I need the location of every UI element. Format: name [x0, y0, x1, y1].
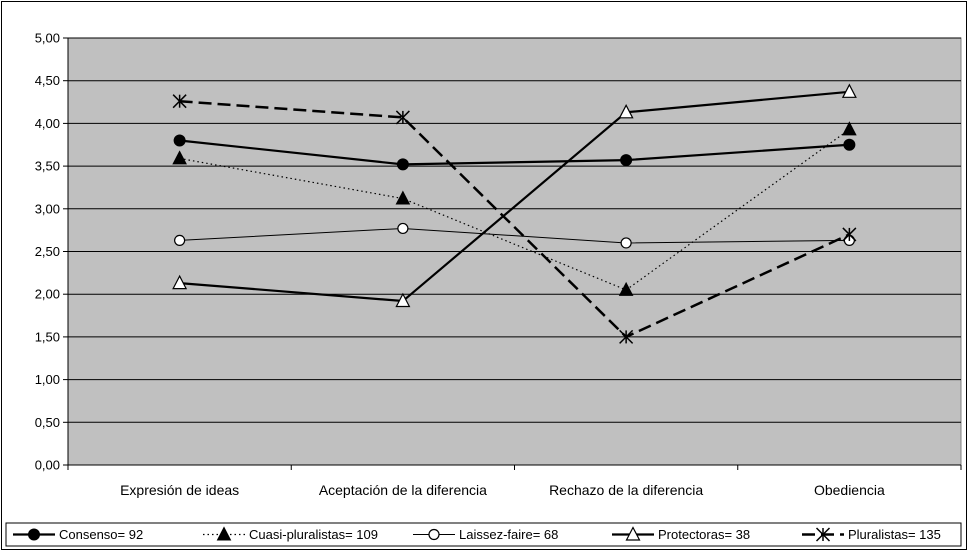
series-protectoras-38 [172, 83, 857, 308]
legend-label: Cuasi-pluralistas= 109 [249, 527, 378, 542]
data-point-cuasi-pluralistas-109 [842, 121, 857, 136]
x-axis: Expresión de ideas Aceptación de la difer… [67, 464, 962, 498]
y-tick-label: 5,00 [35, 31, 60, 46]
x-category-label: Aceptación de la diferencia [319, 482, 487, 498]
data-point-laissez-faire-68 [620, 237, 632, 249]
data-point-consenso-92 [396, 158, 409, 171]
legend-item-laissez-faire-68: Laissez-faire= 68 [413, 527, 558, 542]
legend-label: Protectoras= 38 [658, 527, 750, 542]
legend-box [5, 522, 962, 547]
legend-marker [28, 528, 40, 541]
series-line-protectoras-38 [179, 90, 850, 303]
legend-label: Consenso= 92 [59, 527, 143, 542]
data-point-cuasi-pluralistas-109 [395, 190, 411, 205]
y-tick-label: 2,50 [35, 244, 60, 259]
y-tick-label: 3,00 [35, 201, 60, 216]
legend-item-cuasi-pluralistas-109: Cuasi-pluralistas= 109 [203, 526, 378, 542]
series-line-consenso-92 [179, 139, 850, 166]
series-cuasi-pluralistas-109 [172, 121, 857, 296]
series-pluralistas-135 [172, 94, 857, 344]
series-line-laissez-faire-68 [179, 227, 850, 244]
y-tick-label: 2,00 [35, 287, 60, 302]
data-point-protectoras-38 [618, 103, 634, 119]
data-point-laissez-faire-68 [174, 234, 186, 246]
legend-marker [428, 528, 440, 541]
legend-marker [216, 526, 232, 541]
data-point-protectoras-38 [841, 83, 857, 98]
y-tick-label: 4,00 [35, 116, 60, 131]
x-category-label: Expresión de ideas [120, 482, 239, 498]
legend-marker [625, 526, 641, 541]
series-consenso-92 [173, 134, 856, 171]
legend-item-consenso-92: Consenso= 92 [13, 527, 143, 542]
y-tick-label: 0,50 [35, 415, 60, 430]
data-point-pluralistas-135 [619, 329, 634, 344]
legend: Consenso= 92 Cuasi-pluralistas= 109 Laisse… [5, 522, 962, 547]
y-tick-label: 1,50 [35, 329, 60, 344]
data-point-protectoras-38 [395, 292, 411, 308]
y-tick-label: 1,00 [35, 372, 60, 387]
data-point-cuasi-pluralistas-109 [618, 281, 634, 296]
legend-label: Laissez-faire= 68 [459, 527, 558, 542]
y-tick-label: 3,50 [35, 159, 60, 174]
legend-item-protectoras-38: Protectoras= 38 [612, 526, 750, 542]
data-point-pluralistas-135 [842, 227, 857, 242]
x-category-label: Obediencia [814, 482, 885, 498]
series-line-pluralistas-135 [179, 99, 850, 339]
legend-marker [815, 527, 831, 542]
y-axis: 0,00 0,50 1,00 1,50 2,00 2,50 3,00 3,50 4,00 4,50… [35, 31, 69, 473]
data-point-protectoras-38 [172, 274, 188, 290]
data-point-consenso-92 [173, 134, 186, 147]
x-category-label: Rechazo de la diferencia [549, 482, 703, 498]
data-point-laissez-faire-68 [397, 222, 409, 235]
data-point-consenso-92 [843, 138, 856, 151]
y-tick-label: 4,50 [35, 73, 60, 88]
series-line-cuasi-pluralistas-109 [179, 128, 850, 291]
legend-item-pluralistas-135: Pluralistas= 135 [802, 527, 941, 542]
data-point-pluralistas-135 [395, 110, 410, 125]
data-point-pluralistas-135 [172, 94, 187, 109]
data-point-consenso-92 [620, 154, 633, 167]
y-tick-label: 0,00 [35, 458, 60, 473]
legend-label: Pluralistas= 135 [848, 527, 941, 542]
data-point-cuasi-pluralistas-109 [172, 150, 187, 165]
series-layer [172, 83, 857, 344]
